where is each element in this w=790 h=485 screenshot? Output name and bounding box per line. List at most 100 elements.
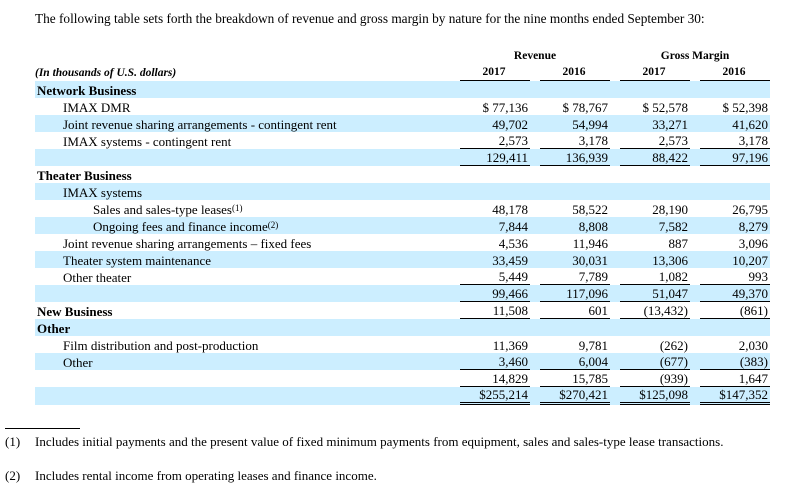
row-label: Joint revenue sharing arrangements - con… xyxy=(63,117,337,132)
row-label-cell: IMAX DMR xyxy=(35,98,450,115)
value: 11,369 xyxy=(492,338,528,353)
value-cell: (861) xyxy=(690,302,770,319)
value-cell: $270,421 xyxy=(530,387,610,405)
value-cell: 5,449 xyxy=(450,268,530,285)
table-row: Film distribution and post-production 11,… xyxy=(35,336,770,353)
intro: The following table sets forth the break… xyxy=(35,11,705,26)
value-cell: 14,829 xyxy=(450,370,530,387)
table-row: Joint revenue sharing arrangements – fix… xyxy=(35,234,770,251)
value-cell: 3,460 xyxy=(450,353,530,370)
row-label-cell: IMAX systems - contingent rent xyxy=(35,132,450,149)
value-cell: 7,582 xyxy=(610,217,690,234)
table-row: Other 3,460 6,004 (677) (383) xyxy=(35,353,770,370)
value: 3,096 xyxy=(738,236,768,251)
value-cell xyxy=(610,319,690,336)
row-label-cell: Network Business xyxy=(35,81,450,98)
row-label: Joint revenue sharing arrangements – fix… xyxy=(63,236,312,251)
footnote-text: Includes initial payments and the presen… xyxy=(35,434,724,449)
value-cell: 49,370 xyxy=(690,285,770,302)
value-cell: 10,207 xyxy=(690,251,770,268)
value: 54,994 xyxy=(572,117,608,132)
value-cell xyxy=(610,166,690,183)
value-cell: 2,030 xyxy=(690,336,770,353)
value: 7,844 xyxy=(498,219,528,234)
value: 88,422 xyxy=(620,150,690,166)
value-cell: 6,004 xyxy=(530,353,610,370)
row-label-cell: Film distribution and post-production xyxy=(35,336,450,353)
row-label: Network Business xyxy=(37,83,137,98)
value: 2,573 xyxy=(620,133,690,149)
value: 99,466 xyxy=(460,286,530,302)
value: 49,702 xyxy=(492,117,528,132)
value-cell: 117,096 xyxy=(530,285,610,302)
value-cell: 33,271 xyxy=(610,115,690,132)
value-cell: $ 52,398 xyxy=(690,98,770,115)
value-cell xyxy=(450,183,530,200)
value: 5,449 xyxy=(460,269,530,285)
year: 2016 xyxy=(700,65,770,81)
value: 15,785 xyxy=(540,371,610,387)
footnote-marker: (1) xyxy=(5,434,21,449)
value-cell: 129,411 xyxy=(450,149,530,166)
table-row: 99,466 117,096 51,047 49,370 xyxy=(35,285,770,302)
header-row: Revenue Gross Margin xyxy=(35,47,770,64)
footnote-text: Includes rental income from operating le… xyxy=(35,468,377,483)
value: $270,421 xyxy=(540,387,610,405)
row-label: Ongoing fees and finance income xyxy=(93,219,268,234)
value-cell xyxy=(530,319,610,336)
row-label: Film distribution and post-production xyxy=(63,338,259,353)
value-cell: 3,096 xyxy=(690,234,770,251)
year-cell: 2017 xyxy=(450,64,530,81)
value: 129,411 xyxy=(460,150,530,166)
value-cell: (383) xyxy=(690,353,770,370)
value: 33,459 xyxy=(492,253,528,268)
table-row: Theater Business xyxy=(35,166,770,183)
table-row: New Business 11,508 601 (13,432) (861) xyxy=(35,302,770,319)
value-cell: 15,785 xyxy=(530,370,610,387)
year: 2016 xyxy=(540,65,610,81)
value: $125,098 xyxy=(620,387,690,405)
row-label: IMAX systems xyxy=(63,185,143,200)
group-header: Revenue xyxy=(450,47,610,64)
value-cell: 4,536 xyxy=(450,234,530,251)
year: 2017 xyxy=(460,65,530,81)
table-row: IMAX DMR $ 77,136 $ 78,767 $ 52,578 $ 52,398 xyxy=(35,98,770,115)
table-row: Sales and sales-type leases(1) 48,178 58,5… xyxy=(35,200,770,217)
value: $ 52,398 xyxy=(722,100,769,115)
value-cell: 13,306 xyxy=(610,251,690,268)
value: 8,808 xyxy=(578,219,608,234)
value: 10,207 xyxy=(732,253,768,268)
row-label: Other xyxy=(63,355,93,370)
header-cell xyxy=(35,47,450,64)
value: 136,939 xyxy=(540,150,610,166)
value: 117,096 xyxy=(540,286,610,302)
value: $255,214 xyxy=(460,387,530,405)
value-cell: 3,178 xyxy=(530,132,610,149)
table-row: Network Business xyxy=(35,81,770,98)
value-cell: $ 52,578 xyxy=(610,98,690,115)
value: 1,082 xyxy=(620,269,690,285)
row-label: Other theater xyxy=(63,270,132,285)
value-cell: 11,369 xyxy=(450,336,530,353)
value-cell: 7,789 xyxy=(530,268,610,285)
value-cell: 48,178 xyxy=(450,200,530,217)
row-label-cell xyxy=(35,285,450,302)
value-cell: 8,279 xyxy=(690,217,770,234)
group-header: Gross Margin xyxy=(610,47,770,64)
value: 11,946 xyxy=(572,236,608,251)
value: 7,789 xyxy=(540,269,610,285)
value-cell: 41,620 xyxy=(690,115,770,132)
value-cell: 28,190 xyxy=(610,200,690,217)
value: 97,196 xyxy=(700,150,770,166)
value-cell xyxy=(690,319,770,336)
table-row: 129,411 136,939 88,422 97,196 xyxy=(35,149,770,166)
value: 9,781 xyxy=(578,338,608,353)
value-cell: 1,082 xyxy=(610,268,690,285)
table-header: Revenue Gross Margin (In thousands of U.… xyxy=(35,47,770,81)
row-label-cell: Other xyxy=(35,353,450,370)
row-label-cell xyxy=(35,149,450,166)
row-label-cell: Theater system maintenance xyxy=(35,251,450,268)
value: 993 xyxy=(700,269,770,285)
value: 33,271 xyxy=(652,117,688,132)
value-cell: 8,808 xyxy=(530,217,610,234)
